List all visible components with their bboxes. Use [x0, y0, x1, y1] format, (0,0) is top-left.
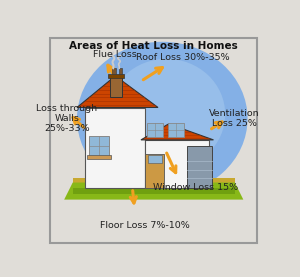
Bar: [112, 68, 116, 74]
Bar: [168, 123, 184, 137]
Polygon shape: [141, 124, 214, 140]
Bar: [145, 140, 209, 188]
Polygon shape: [73, 178, 235, 188]
Text: Roof Loss 30%-35%: Roof Loss 30%-35%: [136, 53, 230, 62]
Text: Loss through
Walls
25%-33%: Loss through Walls 25%-33%: [36, 104, 98, 134]
Text: Floor Loss 7%-10%: Floor Loss 7%-10%: [100, 221, 190, 230]
Polygon shape: [77, 76, 158, 107]
Bar: [145, 154, 164, 188]
Bar: [147, 123, 163, 137]
Bar: [85, 108, 145, 188]
Polygon shape: [73, 188, 235, 194]
Bar: [87, 155, 111, 159]
Bar: [108, 74, 124, 78]
Text: Window Loss 15%: Window Loss 15%: [153, 183, 238, 192]
Bar: [118, 68, 122, 74]
Bar: [148, 155, 162, 163]
Bar: [187, 146, 212, 188]
Bar: [110, 76, 122, 97]
Ellipse shape: [77, 42, 248, 195]
FancyBboxPatch shape: [50, 37, 257, 243]
Text: Areas of Heat Loss in Homes: Areas of Heat Loss in Homes: [69, 41, 238, 51]
Polygon shape: [64, 183, 243, 200]
Text: Flue Loss: Flue Loss: [94, 50, 137, 59]
Ellipse shape: [108, 59, 225, 170]
Bar: [89, 136, 109, 157]
Text: Ventilation
Loss 25%: Ventilation Loss 25%: [209, 109, 260, 128]
